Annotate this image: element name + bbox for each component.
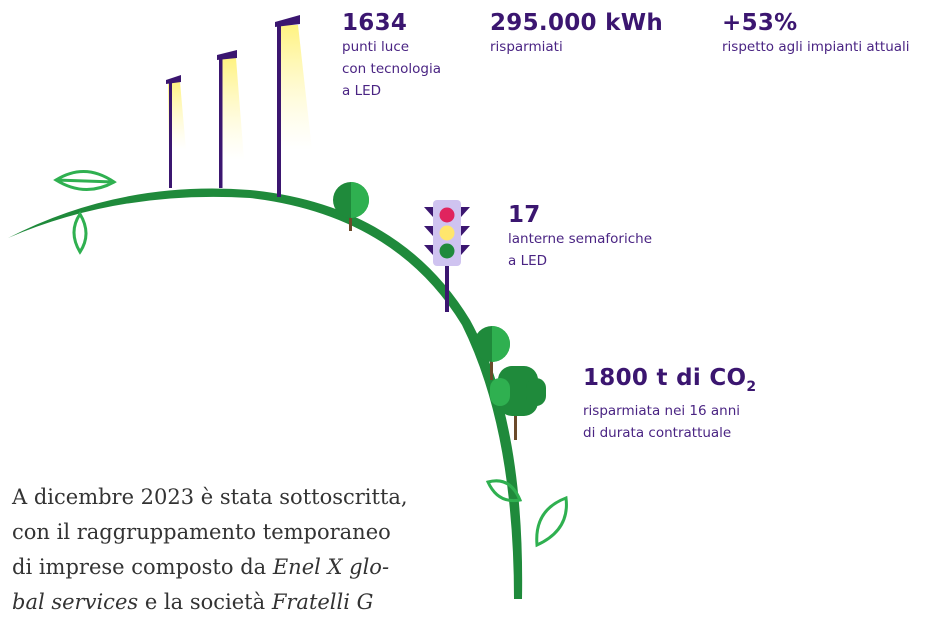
stat-label: rispetto agli impianti attuali [722, 36, 910, 58]
stat-value: 17 [508, 202, 652, 228]
stat-label: lanterne semaforiche [508, 228, 652, 250]
stat-value-text: 295.000 kWh [490, 10, 663, 36]
stat-label: risparmiati [490, 36, 663, 58]
text-segment: Fratelli G [272, 590, 374, 614]
stat-label: di durata contrattuale [583, 422, 756, 444]
stat-value-text: 1800 t di CO [583, 365, 746, 391]
stat-value-text: +53% [722, 10, 798, 36]
street-lamps [166, 15, 312, 197]
stat-label: punti luce [342, 36, 441, 58]
traffic-light [424, 200, 470, 312]
stat: +53%rispetto agli impianti attuali [722, 10, 910, 58]
stat-value: 1800 t di CO2 [583, 365, 756, 400]
stat-label: a LED [342, 80, 441, 102]
stat-label: con tecnologia [342, 58, 441, 80]
page: {"stats": [ {"value": "1634", "label": [… [0, 0, 925, 599]
stat-value: +53% [722, 10, 910, 36]
text-segment: di imprese composto da [12, 555, 273, 579]
stat-label: risparmiata nei 16 anni [583, 400, 756, 422]
text-segment: e la società [138, 590, 272, 614]
stat-label: a LED [508, 250, 652, 272]
stat-value-text: 1634 [342, 10, 407, 36]
stat-value: 295.000 kWh [490, 10, 663, 36]
paragraph: A dicembre 2023 è stata sottoscritta, con… [12, 480, 408, 620]
stat-value: 1634 [342, 10, 441, 36]
paragraph-line: bal services e la società Fratelli G [12, 585, 408, 620]
text-segment: A dicembre 2023 è stata sottoscritta, [12, 485, 408, 509]
paragraph-line: di imprese composto da Enel X glo- [12, 550, 408, 585]
stat-value-text: 17 [508, 202, 541, 228]
subscript: 2 [746, 379, 756, 395]
text-segment: bal services [12, 590, 138, 614]
text-segment: Enel X glo- [273, 555, 389, 579]
text-segment: con il raggruppamento temporaneo [12, 520, 391, 544]
paragraph-line: A dicembre 2023 è stata sottoscritta, [12, 480, 408, 515]
paragraph-line: con il raggruppamento temporaneo [12, 515, 408, 550]
